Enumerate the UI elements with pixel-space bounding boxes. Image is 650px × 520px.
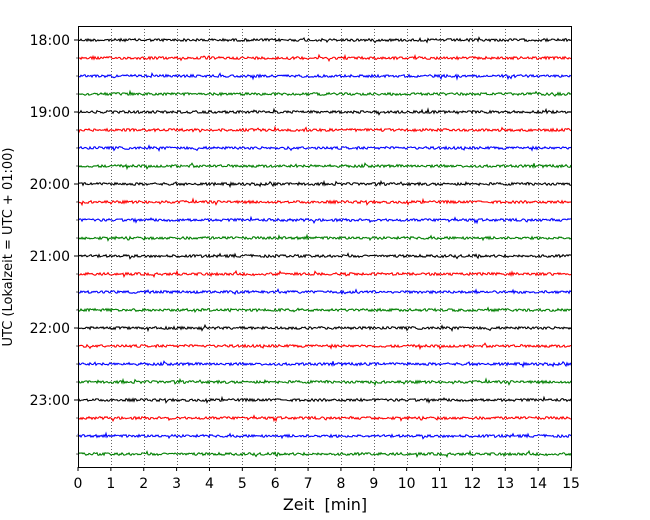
trace-line bbox=[77, 414, 572, 423]
trace-line bbox=[77, 53, 572, 63]
trace-line bbox=[77, 288, 572, 296]
y-axis-label: UTC (Lokalzeit = UTC + 01:00) bbox=[1, 148, 16, 347]
x-tick-label: 7 bbox=[304, 476, 313, 492]
x-tick-label: 6 bbox=[271, 476, 280, 492]
plot-frame bbox=[78, 26, 572, 468]
trace-line bbox=[77, 360, 572, 369]
y-tick-label: 19:00 bbox=[30, 105, 70, 121]
trace-line bbox=[77, 306, 572, 314]
x-tick-label: 10 bbox=[398, 476, 416, 492]
trace-line bbox=[77, 215, 571, 225]
x-tick-label: 9 bbox=[369, 476, 378, 492]
x-tick-label: 13 bbox=[496, 476, 514, 492]
y-tick-label: 18:00 bbox=[30, 33, 70, 49]
trace-line bbox=[77, 179, 572, 189]
trace-line bbox=[77, 395, 572, 404]
trace-line bbox=[77, 252, 572, 260]
trace-line bbox=[77, 377, 572, 387]
y-tick-label: 23:00 bbox=[30, 393, 70, 409]
trace-line bbox=[77, 323, 572, 333]
x-tick-label: 1 bbox=[106, 476, 115, 492]
trace-line bbox=[77, 125, 572, 134]
trace-line bbox=[77, 197, 572, 207]
trace-line bbox=[77, 72, 572, 81]
x-tick-label: 5 bbox=[238, 476, 247, 492]
x-tick-label: 3 bbox=[172, 476, 181, 492]
x-tick-label: 14 bbox=[529, 476, 547, 492]
trace-line bbox=[77, 144, 572, 152]
trace-line bbox=[77, 269, 572, 279]
trace-line bbox=[77, 431, 572, 440]
x-tick-label: 12 bbox=[463, 476, 481, 492]
trace-line bbox=[77, 449, 572, 459]
x-tick-label: 2 bbox=[139, 476, 148, 492]
trace-line bbox=[77, 342, 572, 351]
x-tick-label: 0 bbox=[74, 476, 83, 492]
trace-line bbox=[77, 107, 572, 116]
y-tick-label: 20:00 bbox=[30, 177, 70, 193]
trace-line bbox=[77, 233, 572, 242]
trace-line bbox=[77, 162, 572, 171]
y-tick-label: 21:00 bbox=[30, 249, 70, 265]
y-axis: 18:00 19:00 20:00 21:00 22:00 23:00 bbox=[30, 33, 78, 455]
y-tick-label: 22:00 bbox=[30, 321, 70, 337]
trace-line bbox=[77, 89, 572, 97]
x-tick-label: 4 bbox=[205, 476, 214, 492]
x-tick-label: 15 bbox=[562, 476, 580, 492]
x-axis: 0 1 2 3 4 5 6 7 8 9 10 11 12 13 14 15 bbox=[74, 467, 580, 492]
x-axis-label: Zeit [min] bbox=[283, 495, 367, 514]
trace-lines bbox=[77, 36, 572, 459]
trace-line bbox=[77, 36, 572, 44]
x-tick-label: 11 bbox=[431, 476, 449, 492]
x-tick-label: 8 bbox=[336, 476, 345, 492]
